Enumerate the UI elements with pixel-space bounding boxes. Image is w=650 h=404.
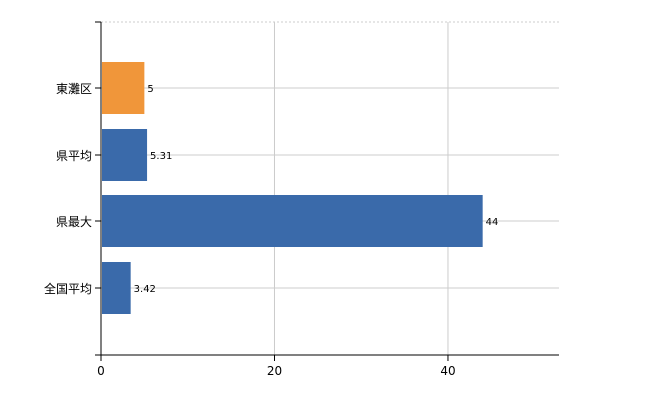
bars: [102, 62, 483, 314]
bar: [102, 262, 131, 314]
x-tick-label: 40: [440, 364, 455, 378]
axes: [95, 21, 559, 361]
bar: [102, 129, 148, 181]
labels: 5 東灘区 5.31 県平均 44 県最大 3.42 全国平均 0 20 40: [44, 82, 498, 378]
bar: [102, 195, 483, 247]
category-label: 県最大: [56, 215, 92, 229]
category-label: 県平均: [56, 149, 92, 163]
bar-data-label: 5: [147, 84, 153, 95]
bar-data-label: 44: [486, 217, 499, 228]
bar: [102, 62, 145, 114]
bar-data-label: 3.42: [134, 284, 156, 295]
bar-data-label: 5.31: [150, 151, 172, 162]
category-label: 東灘区: [56, 82, 92, 96]
category-label: 全国平均: [44, 281, 92, 296]
x-tick-label: 0: [97, 364, 105, 378]
gridlines: [101, 21, 559, 355]
x-tick-label: 20: [267, 364, 282, 378]
